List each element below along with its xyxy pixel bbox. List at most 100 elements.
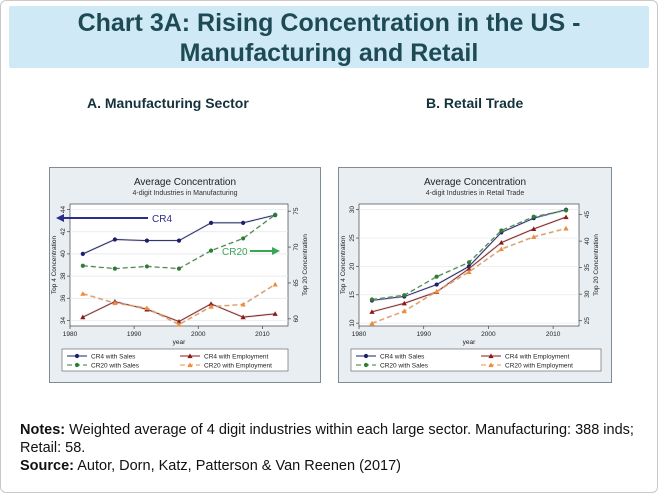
series-point [499, 228, 504, 233]
series-point [208, 304, 214, 309]
series-point [240, 301, 246, 307]
series-point [208, 220, 214, 225]
annotation-label: CR4 [152, 214, 172, 225]
series-point [80, 263, 85, 268]
chart-title: Average Concentration [424, 177, 526, 188]
annotation-arrowhead [272, 247, 280, 255]
y-right-tick-label: 75 [293, 207, 300, 215]
legend-marker [363, 362, 369, 368]
series-point [176, 266, 182, 271]
source-text: Autor, Dorn, Katz, Patterson & Van Reene… [77, 458, 401, 474]
series-point [434, 274, 439, 279]
series-point [208, 301, 214, 306]
y-left-tick-label: 42 [60, 228, 67, 236]
y-left-axis-label: Top 4 Concentration [51, 236, 58, 295]
legend-box [61, 348, 289, 372]
y-right-axis-label: Top 20 Concentration [302, 234, 309, 296]
series-point [176, 238, 182, 243]
x-tick-label: 1990 [416, 331, 431, 338]
legend-marker [74, 353, 80, 359]
series-point [531, 234, 537, 239]
y-left-tick-label: 10 [349, 319, 356, 327]
y-left-tick-label: 20 [349, 262, 356, 270]
x-tick-label: 2000 [481, 331, 496, 338]
series-point [112, 266, 117, 271]
series-point [434, 282, 439, 287]
x-tick-label: 2010 [546, 331, 561, 338]
retail-chart: Average Concentration 4-digit Industries … [340, 177, 602, 372]
legend-label: CR20 with Sales [91, 362, 140, 369]
slide-title: Chart 3A: Rising Concentration in the US… [77, 9, 581, 67]
series-point [466, 269, 472, 274]
series-point [241, 220, 246, 225]
title-band [9, 6, 649, 68]
series-point [240, 314, 246, 320]
panel-b-heading: B. Retail Trade [426, 95, 524, 111]
legend-marker [187, 353, 193, 359]
x-tick-label: 1980 [63, 331, 78, 338]
x-axis-label: year [463, 339, 476, 346]
y-right-tick-label: 40 [584, 237, 591, 245]
series-point [531, 214, 536, 219]
series-point [112, 237, 117, 242]
y-left-tick-label: 34 [60, 316, 67, 324]
legend-box [350, 348, 602, 372]
x-tick-label: 2010 [255, 331, 270, 338]
y-left-axis-label: Top 4 Concentration [340, 236, 347, 295]
series-point [369, 297, 375, 302]
series-point [241, 236, 246, 241]
series-point [272, 311, 278, 316]
y-left-tick-label: 40 [60, 250, 67, 258]
legend-label: CR4 with Sales [380, 353, 425, 360]
series-point [369, 320, 375, 326]
manufacturing-chart: Average Concentration 4-digit Industries … [51, 177, 309, 372]
series-point [466, 260, 472, 265]
series-point [80, 314, 86, 320]
series-point [563, 208, 569, 213]
legend-label: CR4 with Sales [91, 353, 136, 360]
y-right-axis-label: Top 20 Concentration [593, 234, 600, 296]
x-tick-label: 1980 [352, 331, 367, 338]
series-point [563, 214, 569, 220]
series-point [466, 266, 472, 271]
y-left-tick-label: 36 [60, 294, 67, 302]
notes-text: Weighted average of 4 digit industries w… [20, 422, 634, 456]
y-left-tick-label: 15 [349, 291, 356, 299]
series-point [401, 300, 407, 306]
series-point [402, 293, 407, 298]
legend-label: CR20 with Employment [505, 362, 573, 369]
chart-panel-manufacturing: Average Concentration 4-digit Industries … [49, 167, 321, 383]
chart-title: Average Concentration [134, 177, 236, 188]
legend-marker [187, 362, 193, 368]
y-left-tick-label: 30 [349, 206, 356, 214]
series-point [176, 318, 182, 324]
series-point [176, 321, 182, 327]
legend-label: CR4 with Employment [505, 353, 569, 360]
panel-a-heading: A. Manufacturing Sector [87, 95, 249, 111]
series-point [273, 212, 278, 217]
y-right-tick-label: 35 [584, 264, 591, 272]
series-point [80, 291, 86, 296]
y-right-tick-label: 45 [584, 211, 591, 219]
series-point [144, 264, 150, 269]
y-left-tick-label: 38 [60, 272, 67, 280]
series-point [498, 246, 504, 252]
series-point [272, 281, 278, 287]
series-point [80, 251, 85, 257]
series-point [144, 238, 150, 243]
legend-label: CR20 with Sales [380, 362, 429, 369]
x-axis-label: year [173, 339, 186, 346]
y-right-tick-label: 25 [584, 317, 591, 325]
series-point [401, 308, 407, 314]
legend-label: CR20 with Employment [204, 362, 272, 369]
annotation-label: CR20 [222, 247, 248, 258]
series-point [208, 248, 214, 253]
y-left-tick-label: 44 [60, 206, 67, 214]
chart-panel-retail: Average Concentration 4-digit Industries … [338, 167, 612, 383]
y-right-tick-label: 30 [584, 290, 591, 298]
chart-subtitle: 4-digit Industries in Retail Trade [426, 190, 525, 197]
series-point [563, 225, 569, 231]
y-right-tick-label: 70 [293, 243, 300, 251]
legend-label: CR4 with Employment [204, 353, 268, 360]
source-label: Source: [20, 458, 74, 474]
